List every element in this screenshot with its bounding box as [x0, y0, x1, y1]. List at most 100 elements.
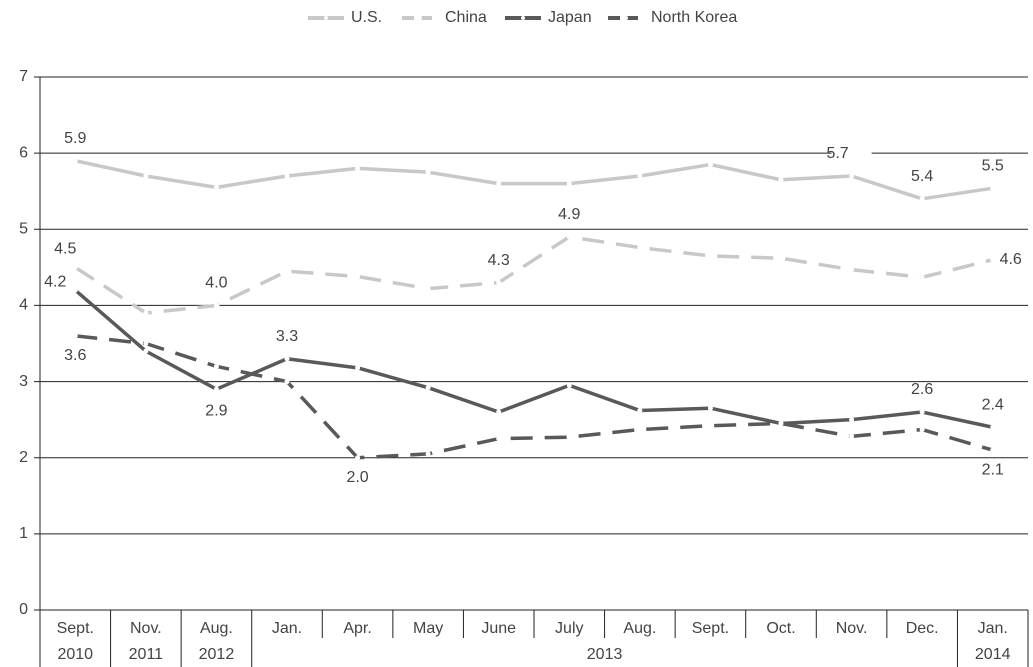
data-label: 5.7: [826, 145, 848, 162]
legend-label: North Korea: [651, 9, 737, 26]
point: [637, 427, 643, 433]
data-label: 4.9: [558, 206, 580, 223]
x-tick-label: Jan.: [272, 620, 302, 637]
point: [566, 181, 572, 187]
point: [425, 451, 431, 457]
x-tick-label: July: [555, 620, 583, 637]
data-label: 4.6: [1000, 251, 1022, 268]
point: [778, 255, 784, 261]
legend-label: China: [445, 9, 487, 26]
point: [72, 158, 78, 164]
point: [213, 184, 219, 190]
point: [566, 434, 572, 440]
point: [849, 417, 855, 423]
point: [213, 302, 219, 308]
point: [990, 185, 996, 191]
point: [778, 177, 784, 183]
point: [143, 310, 149, 316]
y-tick-label: 3: [19, 373, 28, 390]
data-label: 5.4: [911, 168, 933, 185]
data-label: 5.9: [64, 130, 86, 147]
point: [707, 423, 713, 429]
x-tick-label: Nov.: [130, 620, 162, 637]
x-tick-label: Apr.: [343, 620, 371, 637]
x-tick-label: Nov.: [836, 620, 868, 637]
x-tick-label: Dec.: [906, 620, 939, 637]
point: [355, 273, 361, 279]
data-label: 4.2: [44, 273, 66, 290]
point: [213, 386, 219, 392]
series-line: [74, 159, 993, 201]
point: [919, 274, 925, 280]
point: [707, 162, 713, 168]
x-tick-label: Sept.: [57, 620, 94, 637]
data-label: 5.5: [982, 157, 1004, 174]
point: [425, 385, 431, 391]
point: [707, 253, 713, 259]
point: [849, 267, 855, 273]
point: [990, 424, 996, 430]
point: [849, 433, 855, 439]
point: [284, 379, 290, 385]
point: [496, 181, 502, 187]
data-label: 4.3: [488, 252, 510, 269]
series-line: [74, 288, 994, 429]
y-tick-label: 6: [19, 144, 28, 161]
point: [355, 165, 361, 171]
point: [637, 245, 643, 251]
point: [143, 341, 149, 346]
point: [919, 409, 925, 415]
x-tick-label: Oct.: [766, 620, 795, 637]
series-line: [75, 334, 994, 460]
legend-dot: [418, 16, 422, 20]
point: [990, 257, 996, 263]
series-line: [74, 235, 994, 315]
x-group-label: 2011: [129, 646, 164, 663]
legend-dot: [521, 16, 525, 20]
point: [284, 268, 290, 274]
point: [637, 173, 643, 179]
x-tick-label: June: [481, 620, 516, 637]
y-tick-label: 5: [19, 221, 28, 238]
y-tick-label: 0: [19, 601, 28, 618]
x-tick-label: Aug.: [623, 620, 656, 637]
point: [707, 405, 713, 411]
label-background: [831, 143, 872, 164]
point: [496, 409, 502, 415]
x-group-label: 2014: [975, 646, 1011, 663]
x-tick-label: Jan.: [978, 620, 1008, 637]
point: [566, 382, 572, 388]
legend-dot: [324, 16, 328, 20]
point: [143, 348, 149, 354]
point: [355, 365, 361, 371]
data-label: 4.5: [54, 241, 76, 258]
data-label: 2.6: [911, 381, 933, 398]
y-tick-label: 4: [19, 297, 28, 314]
legend-dot: [624, 16, 628, 20]
point: [355, 455, 361, 461]
x-group-label: 2013: [587, 646, 623, 663]
point: [566, 234, 572, 240]
point: [284, 173, 290, 179]
x-tick-label: Aug.: [200, 620, 233, 637]
x-group-label: 2012: [199, 646, 235, 663]
data-label: 2.1: [982, 461, 1004, 478]
legend-label: Japan: [548, 9, 592, 26]
point: [919, 196, 925, 202]
point: [637, 408, 643, 414]
point: [72, 264, 78, 270]
point: [496, 436, 502, 442]
point: [72, 287, 78, 293]
point: [284, 356, 290, 362]
point: [213, 363, 219, 369]
data-label: 2.9: [205, 402, 227, 419]
point: [425, 286, 431, 292]
point: [990, 447, 996, 453]
point: [849, 173, 855, 179]
point: [72, 333, 78, 339]
data-label: 3.6: [64, 347, 86, 364]
point: [143, 173, 149, 179]
point: [778, 420, 784, 426]
y-tick-label: 7: [19, 68, 28, 85]
